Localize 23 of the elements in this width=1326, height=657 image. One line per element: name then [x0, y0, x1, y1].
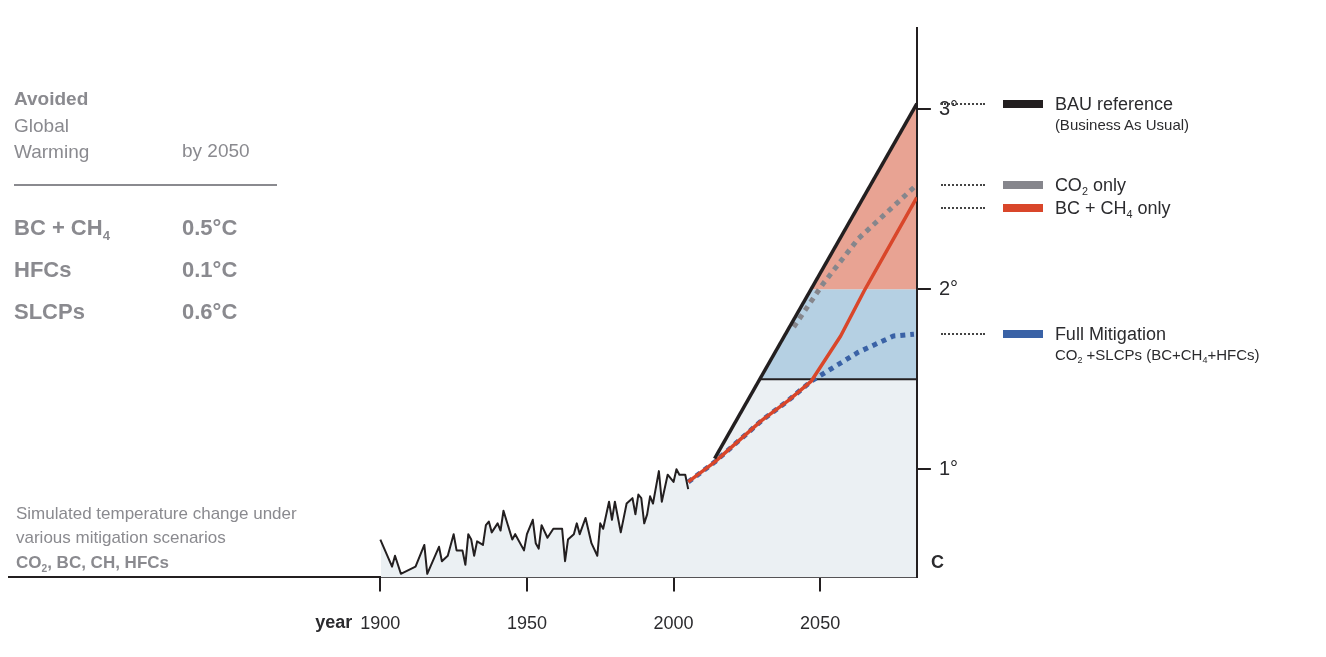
legend-label: CO$_{2}$ only: [1054, 173, 1126, 197]
x-axis-title: year: [315, 612, 353, 633]
annotation: SLCPs: [14, 299, 85, 325]
x-tick-label: 1900: [360, 613, 401, 634]
legend-label: Full Mitigation CO$_{2}$ +SLCPs (BC+CH$_{4}$+HFCs): [1054, 323, 1260, 366]
annotation: 0.6°C: [182, 299, 238, 325]
annotation: Simulated temperature change under various mitigation scenarios: [16, 503, 298, 549]
annotation: by 2050: [182, 140, 250, 162]
legend-label: BAU reference (Business As Usual): [1054, 92, 1190, 135]
annotation: BC + CH$_{4}$: [14, 215, 110, 243]
annotation: CO$_{2}$, BC, CH, HFCs: [16, 553, 170, 574]
x-tick-label: 2000: [653, 613, 694, 634]
y-tick-label: 1°: [938, 456, 958, 479]
legend-label: BC + CH$_{4}$ only: [1054, 196, 1171, 220]
y-tick-label: 2°: [938, 276, 958, 299]
annotation: 0.1°C: [182, 257, 238, 283]
annotation: 0.5°C: [182, 215, 238, 241]
x-tick-label: 1950: [506, 613, 547, 634]
annotation: HFCs: [14, 257, 72, 283]
text: Avoided: [14, 88, 89, 110]
text: Global Warming: [14, 114, 91, 164]
x-tick-label: 2050: [800, 613, 841, 634]
y-axis-title: C: [930, 552, 944, 573]
